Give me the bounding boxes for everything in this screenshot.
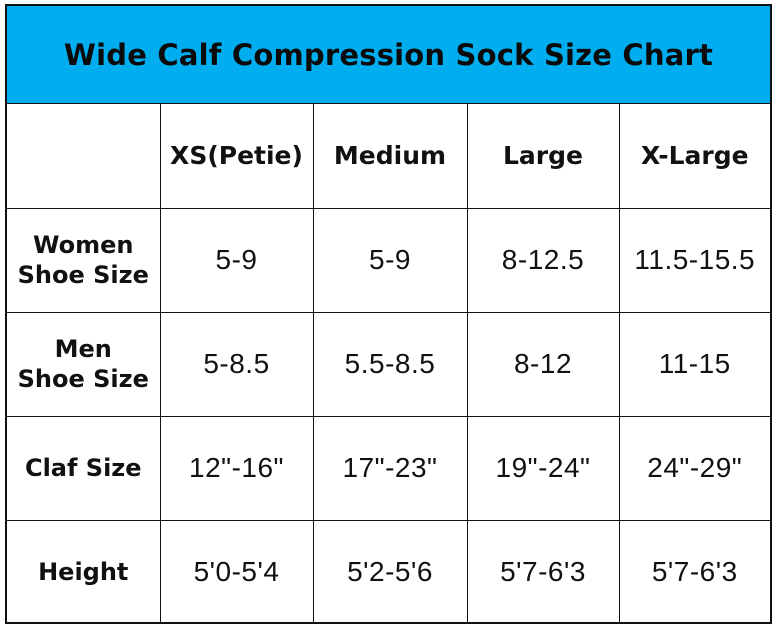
- size-chart: Wide Calf Compression Sock Size Chart XS…: [5, 4, 772, 624]
- column-header-xs: XS(Petie): [159, 104, 314, 209]
- column-header-medium: Medium: [312, 104, 468, 209]
- row-header-calf-size: Claf Size: [7, 415, 161, 521]
- table-cell: 17"-23": [312, 415, 468, 521]
- row-header-line: Shoe Size: [17, 365, 149, 393]
- row-header-line: Shoe Size: [17, 261, 149, 289]
- table-cell: 5'7-6'3: [618, 519, 770, 624]
- table-cell: 19"-24": [466, 415, 620, 521]
- column-header-large: Large: [466, 104, 620, 209]
- row-header-line: Men: [54, 335, 112, 363]
- row-header-height: Height: [7, 519, 161, 624]
- table-cell: 8-12.5: [466, 207, 620, 313]
- row-header-women-shoe-size: Women Shoe Size: [7, 207, 161, 313]
- table-cell: 24"-29": [618, 415, 770, 521]
- header-row: XS(Petie) Medium Large X-Large: [7, 104, 770, 209]
- row-header-line: Height: [38, 558, 129, 587]
- table-cell: 12"-16": [159, 415, 314, 521]
- table-row-women-shoe-size: Women Shoe Size 5-9 5-9 8-12.5 11.5-15.5: [7, 207, 770, 313]
- table-cell: 5-9: [312, 207, 468, 313]
- table-cell: 5'7-6'3: [466, 519, 620, 624]
- table-cell: 5'2-5'6: [312, 519, 468, 624]
- table-cell: 11.5-15.5: [618, 207, 770, 313]
- table-row-men-shoe-size: Men Shoe Size 5-8.5 5.5-8.5 8-12 11-15: [7, 311, 770, 417]
- column-header-x-large: X-Large: [618, 104, 770, 209]
- corner-cell: [7, 104, 161, 209]
- table-cell: 5-9: [159, 207, 314, 313]
- table-row-calf-size: Claf Size 12"-16" 17"-23" 19"-24" 24"-29…: [7, 415, 770, 521]
- table-cell: 11-15: [618, 311, 770, 417]
- row-header-men-shoe-size: Men Shoe Size: [7, 311, 161, 417]
- table-cell: 5.5-8.5: [312, 311, 468, 417]
- row-header-line: Claf Size: [24, 454, 142, 482]
- table-cell: 8-12: [466, 311, 620, 417]
- table-cell: 5'0-5'4: [159, 519, 314, 624]
- chart-title: Wide Calf Compression Sock Size Chart: [63, 37, 714, 72]
- table-row-height: Height 5'0-5'4 5'2-5'6 5'7-6'3 5'7-6'3: [7, 519, 770, 624]
- table-cell: 5-8.5: [159, 311, 314, 417]
- size-table: XS(Petie) Medium Large X-Large Women Sho…: [7, 104, 770, 624]
- row-header-line: Women: [33, 231, 134, 259]
- title-banner: Wide Calf Compression Sock Size Chart: [7, 6, 770, 104]
